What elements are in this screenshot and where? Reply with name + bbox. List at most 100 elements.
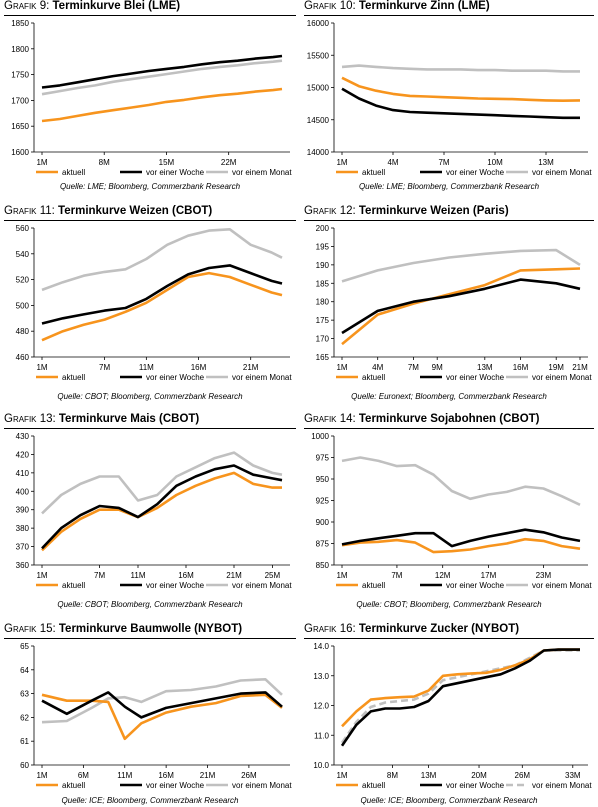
series-line-vor-einer-woche xyxy=(341,278,581,335)
legend-label: aktuell xyxy=(62,581,85,590)
x-tick-label: 16M xyxy=(513,363,529,372)
chart-title-text: Terminkurve Mais (CBOT) xyxy=(58,413,200,425)
chart-wheat-cbot: 460 480 500 520 540 560 1M 7M 11M 16M 21M aktuell vo… xyxy=(16,224,293,382)
y-tick-label: 62 xyxy=(20,713,29,722)
legend-label: vor einem Monat xyxy=(232,581,292,590)
chart-cotton: 60 61 62 63 64 65 1M 6M 11M 16M 21M 26M aktuell vor e… xyxy=(20,642,292,790)
y-tick-label: 560 xyxy=(16,224,30,233)
y-tick-label: 850 xyxy=(316,561,330,570)
chart-panel-soybeans: Grafik 14: Terminkurve Sojabohnen (CBOT)… xyxy=(304,413,594,613)
series-line-vor-einem-monat xyxy=(41,451,283,515)
x-tick-label: 16M xyxy=(178,571,194,580)
x-tick-label: 1M xyxy=(336,158,347,167)
chart-title: Grafik 15: Terminkurve Baumwolle (NYBOT) xyxy=(4,623,242,635)
chart-source: Quelle: LME; Bloomberg, Commerzbank Rese… xyxy=(358,182,540,191)
series-line-vor-einer-woche xyxy=(340,648,580,747)
y-tick-label: 520 xyxy=(16,276,30,285)
chart-panel-sugar: Grafik 16: Terminkurve Zucker (NYBOT) 10… xyxy=(304,623,594,807)
y-tick-label: 64 xyxy=(20,666,29,675)
series-line-vor-einem-monat xyxy=(341,248,581,283)
chart-source: Quelle: Euronext; Bloomberg, Commerzbank… xyxy=(351,392,547,401)
chart-title: Grafik 13: Terminkurve Mais (CBOT) xyxy=(4,413,199,425)
y-tick-label: 420 xyxy=(16,450,30,459)
y-tick-label: 190 xyxy=(316,261,330,270)
x-tick-label: 6M xyxy=(78,771,89,780)
series-line-vor-einem-monat xyxy=(341,456,581,506)
x-tick-label: 16M xyxy=(191,363,207,372)
title-rule xyxy=(4,15,296,16)
chart-panel-wheat-cbot: Grafik 11: Terminkurve Weizen (CBOT) 460… xyxy=(4,205,296,405)
chart-title: Grafik 10: Terminkurve Zinn (LME) xyxy=(304,0,490,12)
series-line-vor-einer-woche xyxy=(41,464,283,550)
y-tick-label: 14500 xyxy=(307,116,330,125)
legend-label: aktuell xyxy=(362,373,385,382)
legend-label: vor einer Woche xyxy=(446,781,505,790)
series-line-vor-einem-monat xyxy=(340,649,580,744)
y-tick-label: 12.0 xyxy=(313,702,329,711)
x-tick-label: 26M xyxy=(515,771,531,780)
x-tick-label: 1M xyxy=(336,771,347,780)
y-tick-label: 1700 xyxy=(11,96,29,105)
y-tick-label: 370 xyxy=(16,543,30,552)
legend-label: vor einer Woche xyxy=(446,581,505,590)
series-line-aktuell xyxy=(41,271,283,342)
y-tick-label: 165 xyxy=(316,353,330,362)
y-tick-label: 14.0 xyxy=(313,642,329,651)
y-tick-label: 15000 xyxy=(307,84,330,93)
y-tick-label: 15500 xyxy=(307,51,330,60)
chart-source: Quelle: CBOT; Bloomberg, Commerzbank Res… xyxy=(57,392,243,401)
chart-number: Grafik 11: xyxy=(4,205,55,217)
y-tick-label: 180 xyxy=(316,298,330,307)
x-tick-label: 1M xyxy=(36,363,47,372)
legend-label: aktuell xyxy=(62,168,85,177)
series-line-vor-einer-woche xyxy=(341,528,581,548)
title-rule xyxy=(304,15,594,16)
series-line-vor-einem-monat xyxy=(341,64,580,73)
y-tick-label: 540 xyxy=(16,250,30,259)
legend-label: aktuell xyxy=(362,781,385,790)
legend-label: vor einer Woche xyxy=(146,781,205,790)
x-tick-label: 22M xyxy=(221,158,237,167)
y-tick-label: 410 xyxy=(16,469,30,478)
series-line-aktuell xyxy=(341,537,581,554)
y-tick-label: 10.0 xyxy=(313,761,329,770)
x-tick-label: 7M xyxy=(438,158,449,167)
chart-panel-cotton: Grafik 15: Terminkurve Baumwolle (NYBOT)… xyxy=(4,623,296,807)
y-tick-label: 65 xyxy=(20,642,29,651)
y-tick-label: 185 xyxy=(316,279,330,288)
legend-label: vor einem Monat xyxy=(532,168,592,177)
y-tick-label: 500 xyxy=(16,301,30,310)
x-tick-label: 1M xyxy=(336,363,347,372)
chart-title-text: Terminkurve Sojabohnen (CBOT) xyxy=(358,413,540,425)
y-tick-label: 11.0 xyxy=(314,731,330,740)
y-tick-label: 175 xyxy=(316,316,330,325)
legend-label: vor einem Monat xyxy=(532,581,592,590)
chart-wheat-paris: 165 170 175 180 185 190 195 200 1M 4M 7M 9M 13M 16M 19… xyxy=(316,224,593,382)
y-tick-label: 13.0 xyxy=(313,672,329,681)
legend-label: aktuell xyxy=(62,373,85,382)
x-tick-label: 17M xyxy=(481,571,497,580)
y-tick-label: 170 xyxy=(316,335,330,344)
legend-label: aktuell xyxy=(62,781,85,790)
x-tick-label: 11M xyxy=(139,363,154,372)
y-tick-label: 975 xyxy=(316,454,330,463)
chart-lead: 1600 1650 1700 1750 1800 1850 1M 8M 15M 22M aktuel… xyxy=(11,19,292,177)
y-tick-label: 900 xyxy=(316,518,330,527)
x-tick-label: 8M xyxy=(99,158,110,167)
legend-label: vor einem Monat xyxy=(232,373,292,382)
x-tick-label: 12M xyxy=(435,571,451,580)
x-tick-label: 1M xyxy=(36,571,47,580)
series-line-aktuell xyxy=(341,76,581,102)
x-tick-label: 21M xyxy=(200,771,216,780)
series-line-vor-einem-monat xyxy=(41,59,283,96)
chart-tin: 14000 14500 15000 15500 16000 1M 4M 7M 10M 13M akt… xyxy=(307,19,593,177)
chart-panel-lead: Grafik 9: Terminkurve Blei (LME) 1600 165… xyxy=(4,0,296,200)
x-tick-label: 1M xyxy=(36,771,47,780)
chart-title-text: Terminkurve Zinn (LME) xyxy=(358,0,490,12)
y-tick-label: 390 xyxy=(16,506,30,515)
x-tick-label: 13M xyxy=(538,158,554,167)
series-line-vor-einem-monat xyxy=(41,228,283,292)
series-line-aktuell xyxy=(341,648,580,728)
series-line-vor-einer-woche xyxy=(41,54,283,89)
x-tick-label: 7M xyxy=(94,571,105,580)
